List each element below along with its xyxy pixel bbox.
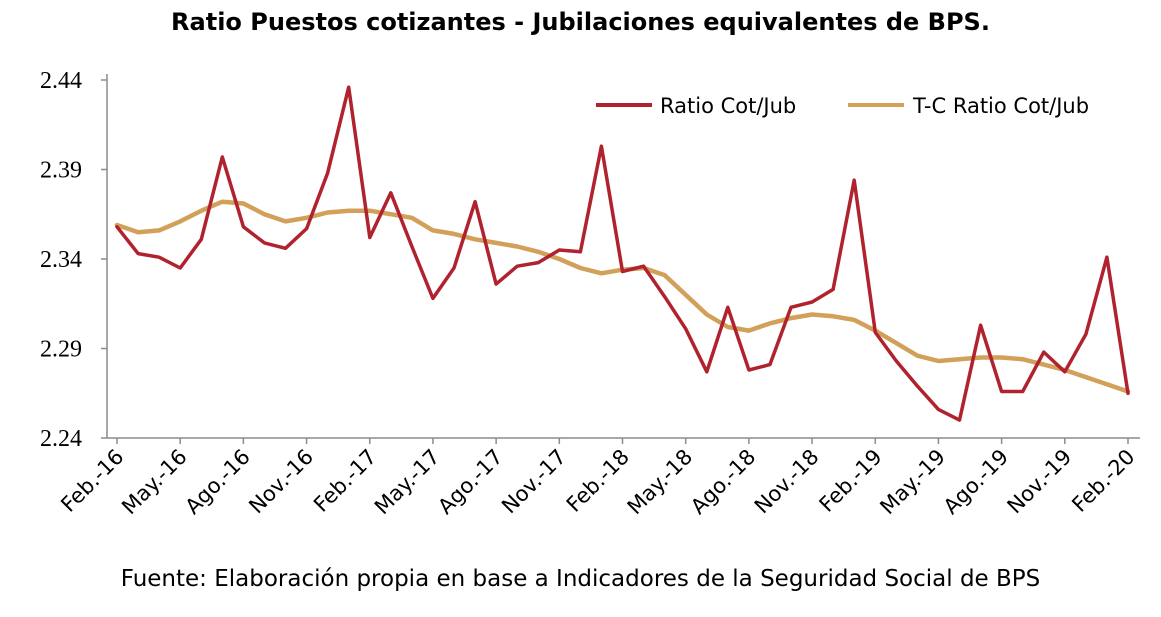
x-tick-label: Feb.-18 <box>562 445 634 517</box>
x-tick-label: Feb.-19 <box>815 445 887 517</box>
x-tick-label: Ago.-18 <box>686 445 760 519</box>
chart-legend: Ratio Cot/Jub T-C Ratio Cot/Jub <box>596 94 1089 118</box>
y-tick-label: 2.29 <box>40 337 82 363</box>
legend-label: Ratio Cot/Jub <box>660 94 796 118</box>
x-tick-label: Feb.-17 <box>309 445 381 517</box>
legend-label: T-C Ratio Cot/Jub <box>912 94 1089 118</box>
series-line-trend <box>114 199 1131 394</box>
x-tick-label: May.-16 <box>117 445 192 520</box>
series-line-ratio <box>115 85 1130 422</box>
x-tick-label: Ago.-16 <box>181 445 255 519</box>
series-group <box>114 85 1131 422</box>
x-tick-label: Nov.-16 <box>244 445 318 519</box>
y-tick-label: 2.39 <box>40 158 82 184</box>
chart-axes: 2.442.392.342.292.24Feb.-16May.-16Ago.-1… <box>40 68 1140 519</box>
x-tick-label: May.-17 <box>370 445 445 520</box>
x-tick-label: Nov.-18 <box>750 445 824 519</box>
x-tick-label: Feb.-20 <box>1067 445 1139 517</box>
x-tick-label: May.-19 <box>875 445 950 520</box>
x-tick-label: Nov.-19 <box>1003 445 1077 519</box>
x-tick-label: Ago.-19 <box>939 445 1013 519</box>
chart-title: Ratio Puestos cotizantes - Jubilaciones … <box>171 8 990 36</box>
x-tick-label: May.-18 <box>623 445 698 520</box>
y-tick-label: 2.34 <box>40 247 82 273</box>
chart-source-note: Fuente: Elaboración propia en base a Ind… <box>120 566 1041 592</box>
x-tick-label: Feb.-16 <box>56 445 128 517</box>
y-tick-label: 2.44 <box>40 68 82 94</box>
y-tick-label: 2.24 <box>40 426 82 452</box>
x-tick-label: Ago.-17 <box>433 445 507 519</box>
x-tick-label: Nov.-17 <box>497 445 571 519</box>
